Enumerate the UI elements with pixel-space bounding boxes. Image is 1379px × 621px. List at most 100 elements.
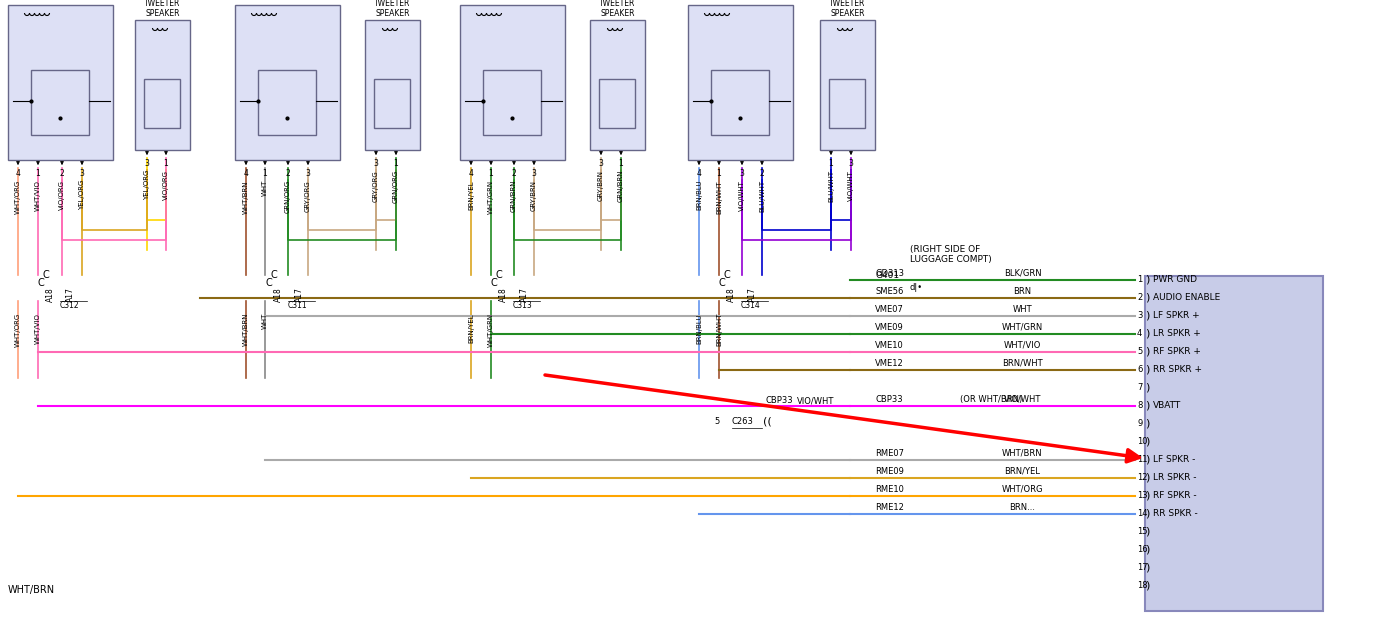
Text: A17: A17 — [295, 287, 303, 302]
Text: RR SPKR -: RR SPKR - — [1153, 509, 1198, 519]
Text: 16: 16 — [1138, 545, 1147, 555]
Text: C311: C311 — [288, 301, 308, 310]
Text: C: C — [265, 278, 272, 288]
Text: 4: 4 — [1138, 330, 1142, 338]
Text: 8: 8 — [1138, 402, 1142, 410]
Text: 3: 3 — [306, 169, 310, 178]
Text: ): ) — [1145, 545, 1149, 555]
Text: GRN/BRN: GRN/BRN — [618, 170, 625, 202]
Text: WHT: WHT — [1012, 305, 1033, 314]
Text: RME12: RME12 — [876, 503, 903, 512]
Text: 1: 1 — [393, 159, 399, 168]
Text: YEL/ORG: YEL/ORG — [143, 170, 150, 201]
Text: ): ) — [1145, 509, 1149, 519]
Bar — [712, 70, 769, 135]
Text: C: C — [37, 278, 44, 288]
Text: WHT/BRN: WHT/BRN — [1003, 449, 1043, 458]
Text: RME07: RME07 — [876, 449, 905, 458]
Text: RR SPKR +: RR SPKR + — [1153, 366, 1202, 374]
Text: BRN/YEL: BRN/YEL — [467, 313, 474, 343]
Text: WHT: WHT — [262, 180, 268, 196]
Text: 14: 14 — [1138, 509, 1147, 519]
Text: C314: C314 — [741, 301, 761, 310]
Bar — [590, 20, 645, 150]
Text: VME07: VME07 — [876, 305, 903, 314]
Text: ): ) — [1145, 581, 1149, 591]
Text: 3: 3 — [80, 169, 84, 178]
Text: BRN: BRN — [1014, 287, 1031, 296]
Text: ): ) — [1145, 563, 1149, 573]
Text: ): ) — [1145, 311, 1149, 321]
Bar — [483, 70, 541, 135]
Text: 2: 2 — [59, 169, 65, 178]
Text: 2: 2 — [760, 169, 764, 178]
Text: WHT/VIO: WHT/VIO — [34, 180, 41, 211]
Text: 2: 2 — [512, 169, 516, 178]
Text: 1: 1 — [262, 169, 268, 178]
Text: 3: 3 — [145, 159, 149, 168]
Text: ): ) — [1145, 419, 1149, 429]
Text: LF SPKR -: LF SPKR - — [1153, 455, 1196, 465]
Text: 2: 2 — [285, 169, 291, 178]
Text: C: C — [718, 278, 725, 288]
Text: VBATT: VBATT — [1153, 402, 1182, 410]
Text: GRN/ORG: GRN/ORG — [285, 180, 291, 213]
Text: 4: 4 — [696, 169, 702, 178]
Text: LR SPKR -: LR SPKR - — [1153, 473, 1197, 483]
Bar — [258, 70, 316, 135]
Text: C: C — [495, 270, 502, 280]
Text: VME12: VME12 — [876, 359, 903, 368]
Text: 9: 9 — [1138, 420, 1142, 428]
Text: ): ) — [1145, 347, 1149, 357]
Text: 1: 1 — [619, 159, 623, 168]
Text: ): ) — [1145, 293, 1149, 303]
Bar — [32, 70, 88, 135]
Bar — [374, 78, 410, 128]
Text: A18: A18 — [273, 287, 283, 302]
Text: (RIGHT SIDE OF
LUGGAGE COMPT): (RIGHT SIDE OF LUGGAGE COMPT) — [910, 245, 992, 265]
Text: 12: 12 — [1138, 473, 1147, 483]
Text: 3: 3 — [531, 169, 536, 178]
Text: GD313: GD313 — [876, 269, 905, 278]
Bar — [688, 5, 793, 160]
Text: 1: 1 — [829, 159, 833, 168]
Text: C: C — [43, 270, 50, 280]
Text: WHT/VIO: WHT/VIO — [34, 313, 41, 344]
Text: VIO/WHT: VIO/WHT — [739, 180, 745, 211]
Text: C312: C312 — [61, 301, 80, 310]
Bar — [365, 20, 421, 150]
Text: 5: 5 — [714, 417, 720, 427]
Bar — [135, 20, 190, 150]
Text: 3: 3 — [1138, 312, 1142, 320]
Text: VME10: VME10 — [876, 341, 903, 350]
Text: REAR DOOR
TWEETER
SPEAKER: REAR DOOR TWEETER SPEAKER — [594, 0, 641, 18]
Text: VIO/ORG: VIO/ORG — [59, 180, 65, 210]
Text: 10: 10 — [1138, 438, 1147, 446]
Text: ): ) — [1145, 275, 1149, 285]
Text: BRN/WHT: BRN/WHT — [1003, 359, 1043, 368]
Bar — [234, 5, 341, 160]
Text: VIO/WHT: VIO/WHT — [797, 396, 834, 405]
Text: 3: 3 — [848, 159, 854, 168]
Text: ((: (( — [763, 417, 772, 427]
Text: ): ) — [1145, 473, 1149, 483]
Text: A17: A17 — [520, 287, 528, 302]
Text: G401: G401 — [876, 271, 899, 280]
Text: 1: 1 — [488, 169, 494, 178]
Text: 1: 1 — [717, 169, 721, 178]
Text: RME10: RME10 — [876, 485, 903, 494]
Text: 13: 13 — [1138, 491, 1147, 501]
Text: ): ) — [1145, 437, 1149, 447]
Text: ): ) — [1145, 491, 1149, 501]
Bar — [1145, 276, 1322, 611]
Text: BLU/WHT: BLU/WHT — [827, 170, 834, 202]
Text: ): ) — [1145, 383, 1149, 393]
Text: WHT/BRN: WHT/BRN — [243, 313, 250, 347]
Text: GRN/ORG: GRN/ORG — [393, 170, 399, 203]
Bar — [461, 5, 565, 160]
Text: CBP33: CBP33 — [765, 396, 793, 405]
Text: WHT/BRN: WHT/BRN — [8, 585, 55, 595]
Text: 2: 2 — [1138, 294, 1142, 302]
Text: C313: C313 — [513, 301, 532, 310]
Text: GRY/ORG: GRY/ORG — [305, 180, 312, 212]
